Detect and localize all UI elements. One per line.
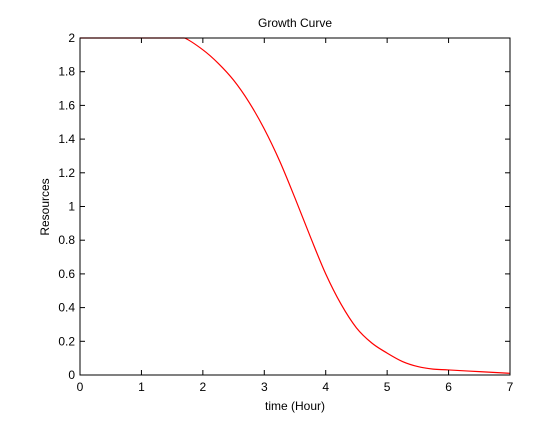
y-tick-label: 1.8 — [58, 65, 75, 79]
x-tick-label: 0 — [77, 380, 84, 394]
y-tick-label: 1.6 — [58, 98, 75, 112]
y-axis-label: Resources — [38, 178, 52, 235]
x-tick-label: 6 — [445, 380, 452, 394]
y-tick-label: 0 — [68, 368, 75, 382]
y-tick-label: 1.4 — [58, 132, 75, 146]
y-tick-label: 1.2 — [58, 166, 75, 180]
x-tick-label: 2 — [200, 380, 207, 394]
y-tick-label: 0.2 — [58, 334, 75, 348]
x-tick-label: 3 — [261, 380, 268, 394]
y-tick-label: 0.6 — [58, 267, 75, 281]
x-tick-label: 7 — [507, 380, 514, 394]
y-tick-label: 0.8 — [58, 233, 75, 247]
x-tick-label: 1 — [138, 380, 145, 394]
x-tick-label: 5 — [384, 380, 391, 394]
plot-area — [80, 38, 510, 375]
x-tick-label: 4 — [322, 380, 329, 394]
chart-title: Growth Curve — [258, 16, 332, 30]
y-tick-label: 1 — [68, 200, 75, 214]
plot-frame — [79, 37, 511, 376]
y-tick-label: 0.4 — [58, 301, 75, 315]
y-tick-label: 2 — [68, 31, 75, 45]
x-axis-label: time (Hour) — [265, 399, 325, 413]
